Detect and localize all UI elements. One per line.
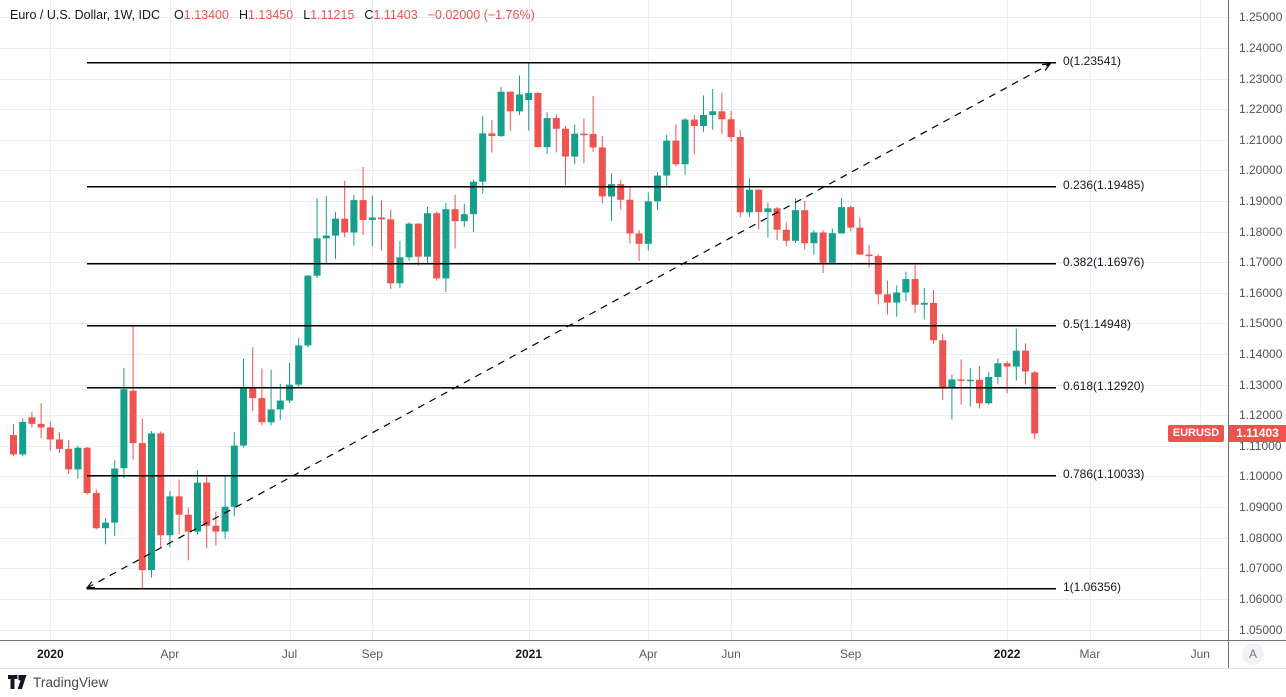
low-label: L bbox=[303, 8, 311, 22]
open-value: 1.13400 bbox=[183, 8, 229, 22]
time-axis-label: Mar bbox=[1079, 647, 1101, 661]
fib-retracement-lines[interactable] bbox=[87, 61, 1056, 590]
time-axis-label: Jun bbox=[1190, 647, 1210, 661]
fib-level-label: 0.382(1.16976) bbox=[1063, 254, 1145, 269]
price-axis[interactable]: 1.25000 1.24000 1.23000 1.22000 1.21000 1.200… bbox=[1229, 0, 1286, 640]
symbol-description: Euro / U.S. Dollar, 1W, IDC bbox=[10, 8, 161, 22]
price-axis-label: 1.15000 bbox=[1239, 316, 1283, 331]
candles bbox=[10, 62, 1039, 588]
open-label: O bbox=[174, 8, 184, 22]
time-axis-label: Jul bbox=[281, 647, 298, 661]
time-axis-label: Sep bbox=[361, 647, 383, 661]
price-axis-label: 1.07000 bbox=[1239, 561, 1283, 576]
price-axis-label: 1.20000 bbox=[1239, 163, 1283, 178]
time-axis-label: Sep bbox=[840, 647, 862, 661]
time-axis-separator bbox=[0, 640, 1286, 641]
price-axis-label: 1.24000 bbox=[1239, 40, 1283, 55]
fib-level-label: 0.786(1.10033) bbox=[1063, 467, 1145, 482]
auto-scale-button[interactable]: A bbox=[1242, 643, 1264, 665]
price-axis-label: 1.19000 bbox=[1239, 193, 1283, 208]
price-axis-label: 1.06000 bbox=[1239, 591, 1283, 606]
last-price-box: 1.11403 bbox=[1229, 425, 1286, 443]
low-value: 1.11215 bbox=[310, 8, 355, 22]
price-axis-label: 1.05000 bbox=[1239, 622, 1283, 637]
time-axis-label: 2021 bbox=[515, 647, 543, 661]
time-axis-label: 2022 bbox=[993, 647, 1021, 661]
time-axis[interactable]: 2020 Apr Jul Sep 2021 Apr Jun Sep 2022 Mar Jun bbox=[0, 641, 1286, 668]
time-axis-label: 2020 bbox=[36, 647, 64, 661]
price-axis-label: 1.16000 bbox=[1239, 285, 1283, 300]
price-axis-label: 1.25000 bbox=[1239, 10, 1283, 25]
price-axis-label: 1.23000 bbox=[1239, 71, 1283, 86]
tradingview-logo-text: TradingView bbox=[33, 674, 109, 690]
symbol-price-badge: EURUSD bbox=[1168, 425, 1224, 443]
chart-plot-area[interactable] bbox=[0, 0, 1228, 640]
fib-level-label: 0(1.23541) bbox=[1063, 54, 1122, 68]
close-label: C bbox=[364, 8, 374, 22]
price-axis-label: 1.12000 bbox=[1239, 408, 1283, 423]
price-axis-label: 1.18000 bbox=[1239, 224, 1283, 239]
high-value: 1.13450 bbox=[248, 8, 294, 22]
candlestick-chart[interactable] bbox=[0, 0, 1228, 640]
price-axis-label: 1.13000 bbox=[1239, 377, 1283, 392]
horizontal-gridlines bbox=[0, 17, 1228, 631]
change-value: −0.02000 (−1.76%) bbox=[427, 8, 535, 22]
fib-trendline[interactable] bbox=[85, 63, 1052, 589]
price-axis-label: 1.09000 bbox=[1239, 500, 1283, 515]
price-axis-label: 1.10000 bbox=[1239, 469, 1283, 484]
price-axis-label: 1.22000 bbox=[1239, 102, 1283, 117]
symbol-header[interactable]: Euro / U.S. Dollar, 1W, IDC O1.13400 H1.13… bbox=[10, 6, 535, 24]
price-axis-label: 1.21000 bbox=[1239, 132, 1283, 147]
price-axis-separator bbox=[1228, 0, 1229, 668]
bottom-separator bbox=[0, 668, 1286, 669]
tradingview-logo-icon bbox=[8, 674, 33, 690]
bottom-bar: TradingView bbox=[0, 669, 1286, 697]
fib-level-label: 0.618(1.12920) bbox=[1063, 379, 1145, 394]
price-axis-label: 1.14000 bbox=[1239, 347, 1283, 362]
fib-level-label: 0.236(1.19485) bbox=[1063, 178, 1145, 193]
time-axis-label: Jun bbox=[721, 647, 741, 661]
time-axis-label: Apr bbox=[638, 647, 658, 661]
fib-level-label: 1(1.06356) bbox=[1063, 580, 1122, 594]
close-value: 1.11403 bbox=[373, 8, 418, 22]
fib-level-label: 0.5(1.14948) bbox=[1063, 317, 1132, 331]
price-axis-label: 1.08000 bbox=[1239, 530, 1283, 545]
price-axis-label: 1.17000 bbox=[1239, 255, 1283, 270]
tradingview-logo[interactable]: TradingView bbox=[8, 674, 108, 690]
vertical-gridlines bbox=[50, 0, 1201, 640]
high-label: H bbox=[238, 8, 248, 22]
price-axis-label: 1.11000 bbox=[1239, 438, 1282, 453]
time-axis-label: Apr bbox=[160, 647, 180, 661]
